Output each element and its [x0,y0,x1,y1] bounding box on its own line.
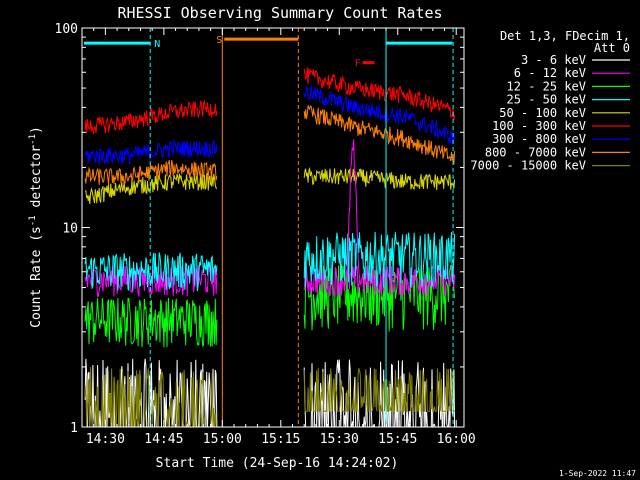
legend-label-25-50-kev: 25 - 50 keV [507,93,586,107]
series-100-300-kev-seg1 [84,100,218,135]
legend-label-300-800-kev: 300 - 800 keV [492,132,586,146]
legend-label-50-100-kev: 50 - 100 keV [499,106,586,120]
x-tick-label-1600: 16:00 [437,432,476,447]
legend-label-6-12-kev: 6 - 12 keV [514,66,586,80]
night-bar-left-label: N [154,39,160,50]
chart-title: RHESSI Observing Summary Count Rates [117,4,442,22]
series-25-50-kev-seg1 [84,252,218,292]
legend-label-7000-15000-kev: 7000 - 15000 keV [470,159,586,173]
saa-bar-label: S [216,35,222,46]
series-300-800-kev-seg2 [303,85,456,145]
series-7000-15000-kev-seg2 [303,367,455,413]
y-label-main: Count Rate (s [29,226,44,328]
flare-spike [344,139,362,286]
series-12-25-kev-seg1 [84,297,218,348]
y-tick-label-10: 10 [62,222,78,237]
x-axis-label: Start Time (24-Sep-16 14:24:02) [156,456,399,471]
series-800-7000-kev-seg2 [303,105,456,165]
series-100-300-kev-seg2 [303,67,456,121]
legend-label-100-300-kev: 100 - 300 keV [492,119,586,133]
series-25-50-kev-seg2 [303,231,456,288]
x-tick-label-1545: 15:45 [378,432,417,447]
x-tick-label-1430: 14:30 [86,432,125,447]
series-6-12-kev-seg2 [303,264,456,297]
flare-bar-label: F [355,59,361,70]
y-label-mid: detector [29,145,44,216]
y-label-sup1: -1 [28,215,38,226]
series-50-100-kev-seg1 [84,172,218,205]
legend-label-3-6-kev: 3 - 6 keV [521,53,586,67]
x-tick-label-1515: 15:15 [261,432,300,447]
series-6-12-kev-seg1 [84,264,218,298]
legend-header-2: Att 0 [594,41,630,55]
y-tick-label-1: 1 [70,421,78,436]
footer-timestamp: 1-Sep-2022 11:47 [559,469,636,478]
legend-label-800-7000-kev: 800 - 7000 keV [485,145,586,159]
event-lines [149,28,454,427]
y-tick-label-100: 100 [55,22,78,37]
legend-header-1: Det 1,3, FDecim 1, [500,29,630,43]
series-300-800-kev-seg1 [84,138,218,165]
x-tick-label-1500: 15:00 [203,432,242,447]
series-50-100-kev-seg2 [303,166,456,191]
series-800-7000-kev-seg1 [84,159,218,186]
x-tick-label-1445: 14:45 [144,432,183,447]
y-label-sup2: -1 [28,134,38,145]
y-label-end: ) [29,126,44,134]
x-tick-label-1530: 15:30 [320,432,359,447]
legend-label-12-25-kev: 12 - 25 keV [507,79,586,93]
axis-layer: 14:30 14:45 15:00 15:15 15:30 15:45 16:00 1 10 10… [55,22,476,447]
annotation-layer: N S F [83,35,453,70]
y-axis-label: Count Rate (s-1 detector-1) [28,126,44,328]
